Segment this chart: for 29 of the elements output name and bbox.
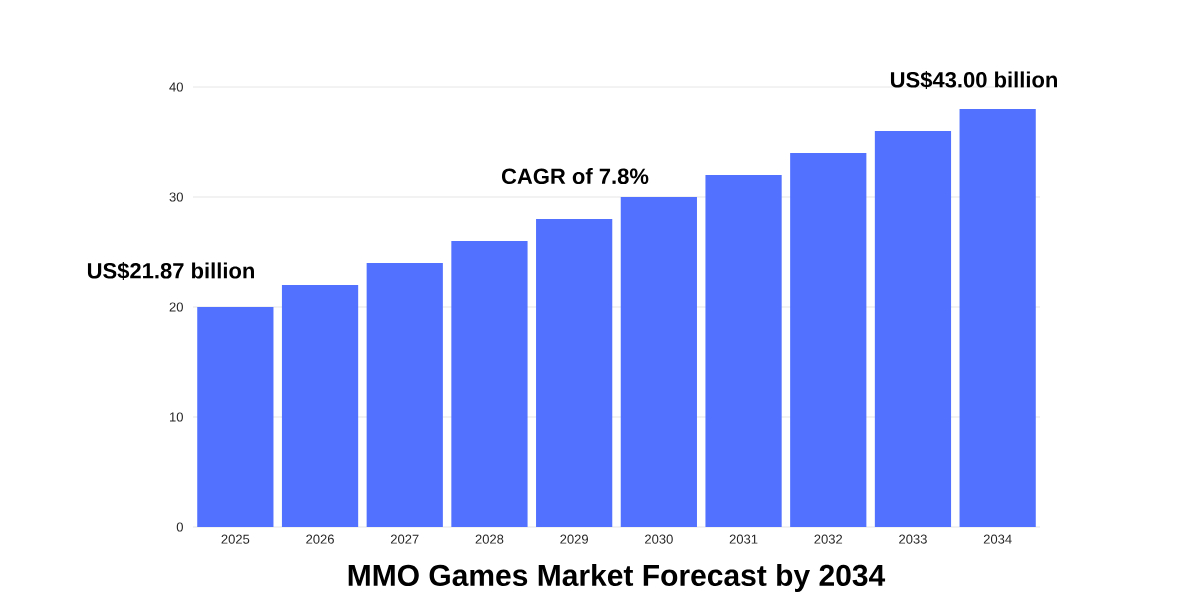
bar (959, 109, 1036, 527)
x-tick-label: 2027 (390, 534, 419, 544)
x-tick-label: 2025 (221, 534, 250, 544)
y-tick-label: 10 (170, 412, 183, 422)
annotation: CAGR of 7.8% (501, 167, 649, 185)
bar (281, 285, 359, 527)
bar (705, 175, 782, 527)
y-tick-label: 0 (176, 522, 183, 532)
y-tick-label: 20 (169, 302, 183, 312)
y-tick-label: 40 (169, 82, 183, 92)
bar (197, 307, 274, 527)
bar (451, 241, 528, 527)
x-tick-label: 2034 (983, 534, 1012, 544)
x-tick-label: 2033 (899, 534, 927, 544)
x-tick-label: 2029 (560, 534, 588, 544)
annotation: US$21.87 billion (87, 262, 254, 280)
bar (620, 197, 697, 527)
x-tick-label: 2032 (814, 534, 843, 544)
text: MMO Games Market Forecast by 2034 (348, 564, 886, 592)
bar (790, 153, 867, 527)
bar (366, 263, 443, 527)
x-tick-label: 2030 (645, 534, 673, 544)
bar (536, 219, 613, 527)
y-tick-label: 30 (169, 192, 183, 202)
x-tick-label: 2031 (729, 534, 758, 544)
x-tick-label: 2028 (475, 534, 504, 544)
annotation: US$43.00 billion (890, 71, 1057, 89)
bar (874, 131, 952, 527)
x-tick-label: 2026 (306, 534, 334, 544)
